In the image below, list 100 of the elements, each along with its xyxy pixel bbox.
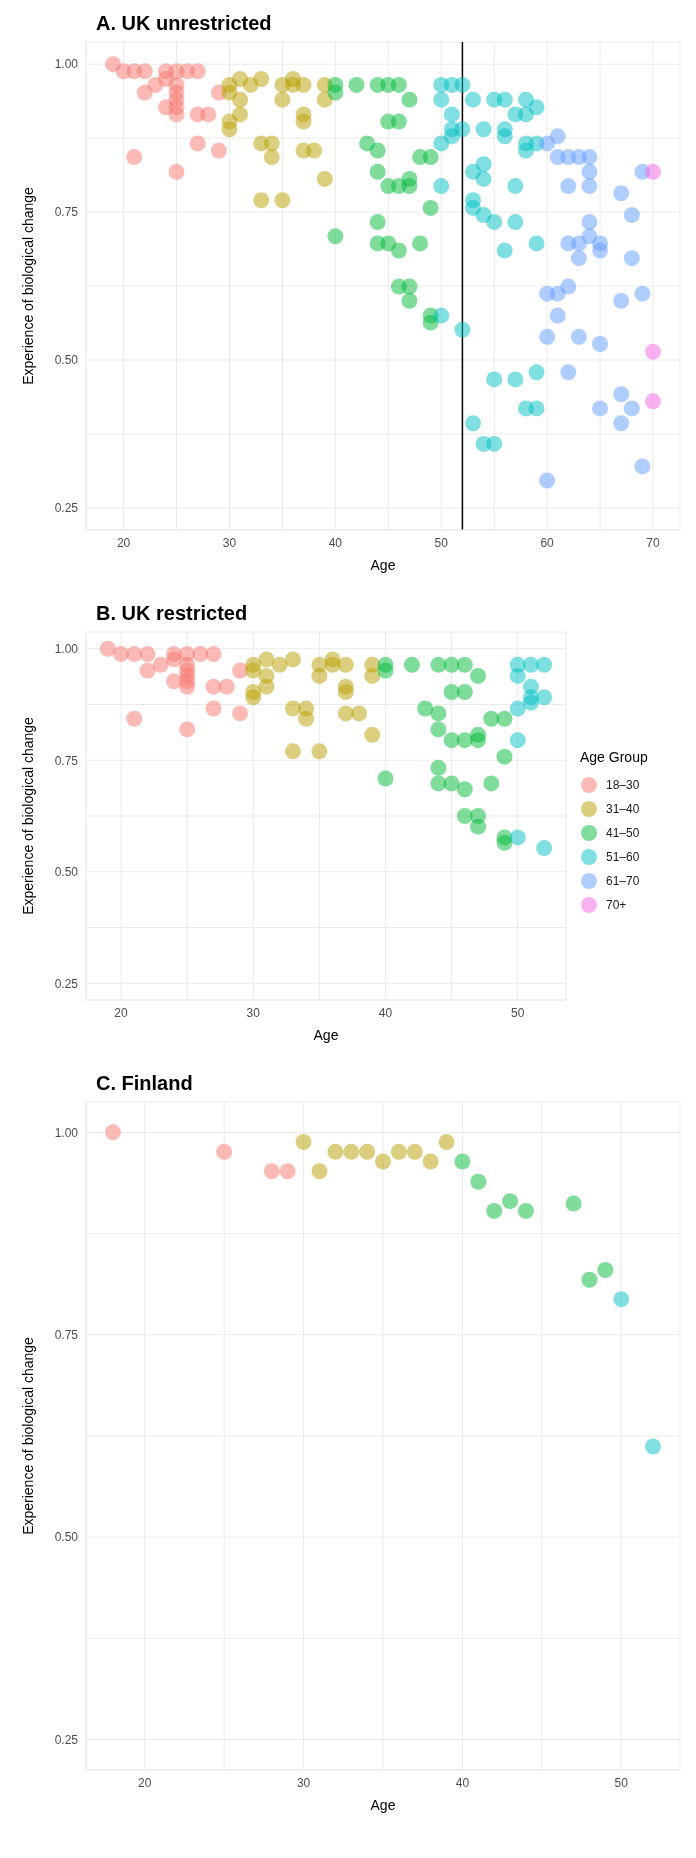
point	[549, 307, 566, 324]
y-tick-label: 0.25	[54, 501, 79, 516]
x-tick-label: 50	[434, 535, 449, 550]
point	[165, 651, 182, 668]
point	[205, 646, 222, 663]
point	[581, 149, 598, 166]
x-axis-title: Age	[370, 1797, 396, 1813]
point	[496, 748, 513, 765]
point	[430, 705, 447, 722]
point	[271, 656, 288, 673]
point	[645, 1438, 661, 1455]
point	[507, 371, 524, 388]
y-axis-title: Experience of biological change	[19, 186, 36, 385]
point	[496, 91, 513, 108]
point	[245, 662, 262, 679]
point	[645, 393, 661, 410]
point	[337, 684, 354, 700]
point	[443, 775, 460, 792]
y-tick-label: 0.25	[54, 976, 79, 991]
point	[298, 710, 315, 727]
point	[496, 710, 513, 727]
point	[592, 335, 609, 352]
point	[613, 185, 630, 202]
point	[433, 307, 450, 324]
point	[327, 84, 344, 101]
y-tick-label: 0.75	[54, 205, 79, 220]
point	[351, 705, 368, 722]
point	[465, 163, 481, 180]
x-tick-label: 20	[116, 535, 131, 550]
point	[470, 818, 487, 835]
point	[390, 1143, 407, 1160]
point	[592, 242, 609, 259]
point	[390, 113, 407, 130]
point	[536, 656, 553, 673]
point	[165, 673, 182, 690]
point	[274, 91, 291, 108]
point	[528, 235, 545, 252]
point	[443, 656, 460, 673]
legend-label: 61–70	[606, 874, 640, 888]
x-tick-label: 30	[296, 1775, 311, 1790]
point	[507, 214, 524, 231]
point	[443, 732, 460, 749]
x-axis-title: Age	[313, 1027, 339, 1043]
point	[470, 732, 487, 749]
point	[205, 700, 222, 717]
point	[454, 1153, 471, 1170]
x-tick-label: 40	[328, 535, 343, 550]
point	[433, 91, 450, 108]
point	[528, 364, 545, 381]
point	[475, 121, 492, 138]
x-tick-label: 30	[246, 1005, 261, 1020]
point	[486, 371, 503, 388]
point	[496, 834, 513, 851]
point	[192, 646, 209, 663]
point	[401, 292, 418, 309]
point	[430, 775, 447, 792]
point	[221, 121, 238, 138]
point	[327, 228, 344, 245]
point	[634, 458, 651, 475]
point	[645, 163, 661, 180]
point	[284, 651, 301, 668]
point	[522, 694, 539, 711]
y-tick-label: 0.50	[54, 353, 79, 368]
point	[486, 214, 503, 231]
point	[475, 170, 492, 187]
point	[200, 106, 217, 123]
chart-title: A. UK unrestricted	[96, 12, 272, 35]
point	[327, 1143, 344, 1160]
point	[509, 667, 526, 684]
x-tick-label: 70	[646, 535, 660, 550]
point	[430, 656, 447, 673]
y-tick-label: 0.25	[54, 1732, 79, 1747]
point	[406, 1143, 423, 1160]
point	[539, 328, 556, 345]
point	[364, 726, 381, 743]
point	[377, 662, 394, 679]
point	[245, 689, 262, 706]
point	[139, 646, 156, 663]
point	[570, 328, 587, 345]
point	[496, 128, 513, 145]
point	[348, 76, 365, 93]
point	[570, 250, 587, 267]
point	[113, 646, 130, 663]
point	[284, 743, 301, 760]
point	[613, 415, 630, 432]
point	[483, 710, 500, 727]
point	[369, 142, 386, 159]
point	[454, 321, 471, 338]
y-tick-label: 0.75	[54, 1328, 79, 1343]
point	[613, 292, 630, 309]
point	[152, 656, 169, 673]
point	[433, 135, 450, 152]
point	[105, 1124, 121, 1141]
point	[517, 91, 534, 108]
x-tick-label: 60	[540, 535, 555, 550]
y-tick-label: 1.00	[54, 1125, 79, 1140]
point	[403, 656, 420, 673]
point	[581, 163, 598, 180]
point	[502, 1193, 519, 1210]
point	[337, 705, 354, 722]
